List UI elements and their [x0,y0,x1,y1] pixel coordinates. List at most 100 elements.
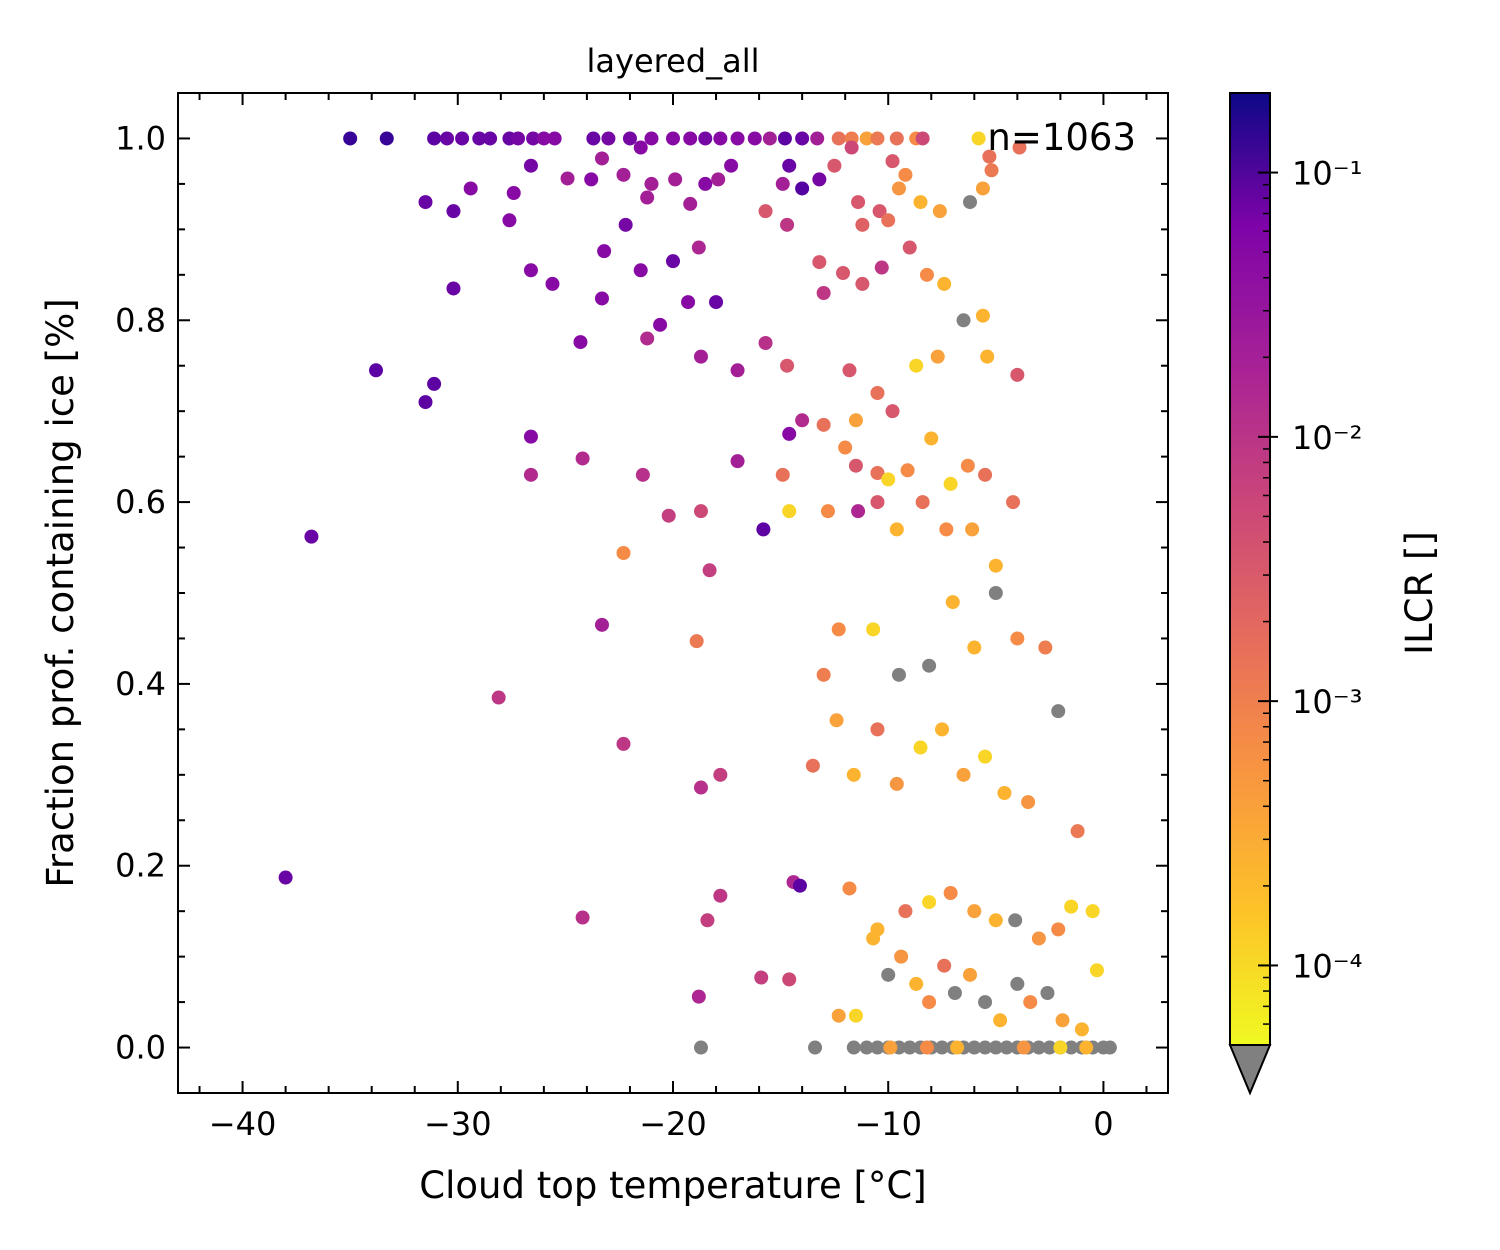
data-point [855,276,870,291]
data-point [988,913,1003,928]
data-point [978,995,993,1010]
data-point [683,196,698,211]
data-point [956,313,971,328]
data-point [640,331,655,346]
data-point [418,195,433,210]
data-point [829,713,844,728]
data-point [965,522,980,537]
data-point [754,970,769,985]
points-layer [278,131,1117,1055]
data-point [831,622,846,637]
data-point [950,1040,965,1055]
data-point [523,429,538,444]
data-point [709,295,724,310]
data-point [881,472,896,487]
data-point [943,886,958,900]
y-tick-label: 1.0 [115,119,166,157]
data-point [644,131,659,146]
data-point [713,888,728,903]
data-point [653,317,668,332]
data-point [780,217,795,232]
data-point [870,722,885,737]
data-point [978,1040,993,1055]
data-point [894,949,909,964]
data-point [988,1040,1003,1055]
colorbar-tick-label: 10⁻² [1292,419,1362,457]
data-point [842,881,857,896]
data-point [343,131,358,146]
colorbar-frame [1229,92,1271,1046]
data-point [909,358,924,373]
data-point [816,417,831,432]
data-point [775,467,790,482]
data-point [993,1013,1008,1028]
data-point [855,217,870,232]
data-point [1038,640,1053,655]
data-point [782,504,797,519]
data-point [922,658,937,673]
data-point [698,176,713,191]
data-point [963,195,977,210]
data-point [584,172,599,187]
data-point [782,158,797,173]
data-point [945,595,960,610]
data-point [922,895,937,910]
data-point [691,989,706,1004]
data-point [1079,1040,1094,1055]
data-point [898,904,913,919]
data-point [780,358,795,373]
data-point [502,213,517,228]
data-point [1102,1040,1117,1055]
data-point [506,186,521,200]
x-axis-label: Cloud top temperature [°C] [419,1164,926,1207]
data-point [700,913,715,928]
data-point [278,870,293,885]
data-point [693,504,708,519]
data-point [762,131,777,146]
data-point [1051,704,1066,719]
data-point [982,149,997,164]
x-tick-label: −30 [424,1105,492,1143]
data-point [930,349,945,364]
data-point [616,167,631,182]
data-point [816,286,831,300]
colorbar-tick-label: 10⁻¹ [1292,155,1362,193]
data-point [795,181,810,196]
data-point [597,244,612,259]
data-point [573,335,588,350]
data-point [782,972,797,987]
data-point [1023,995,1038,1010]
data-point [956,767,971,782]
data-point [975,308,990,323]
data-point [1031,931,1046,946]
data-point [935,722,950,737]
data-point [758,204,773,219]
chart-title: layered_all [587,42,760,80]
data-point [633,263,648,278]
data-point [1053,1040,1068,1055]
data-point [874,260,889,275]
data-point [536,131,551,146]
data-point [1042,1040,1057,1055]
data-point [693,1040,708,1055]
data-point [872,204,887,219]
data-point [523,158,538,173]
colorbar-tick-label: 10⁻⁴ [1292,947,1362,985]
data-point [730,454,745,469]
data-point [616,546,631,560]
data-point [924,431,939,446]
data-point [820,504,835,519]
colorbar-ticks: 10⁻⁴ 10⁻³ 10⁻² 10⁻¹ [1258,92,1362,1046]
data-point [455,131,470,146]
data-point [304,529,319,544]
data-point [943,476,958,491]
data-point [635,467,650,482]
data-point [967,640,982,655]
data-point [967,1040,982,1055]
data-point [851,195,866,210]
data-point [575,451,590,466]
data-point [846,767,861,782]
data-point [859,131,874,146]
data-point [866,622,881,637]
data-point [889,131,904,146]
